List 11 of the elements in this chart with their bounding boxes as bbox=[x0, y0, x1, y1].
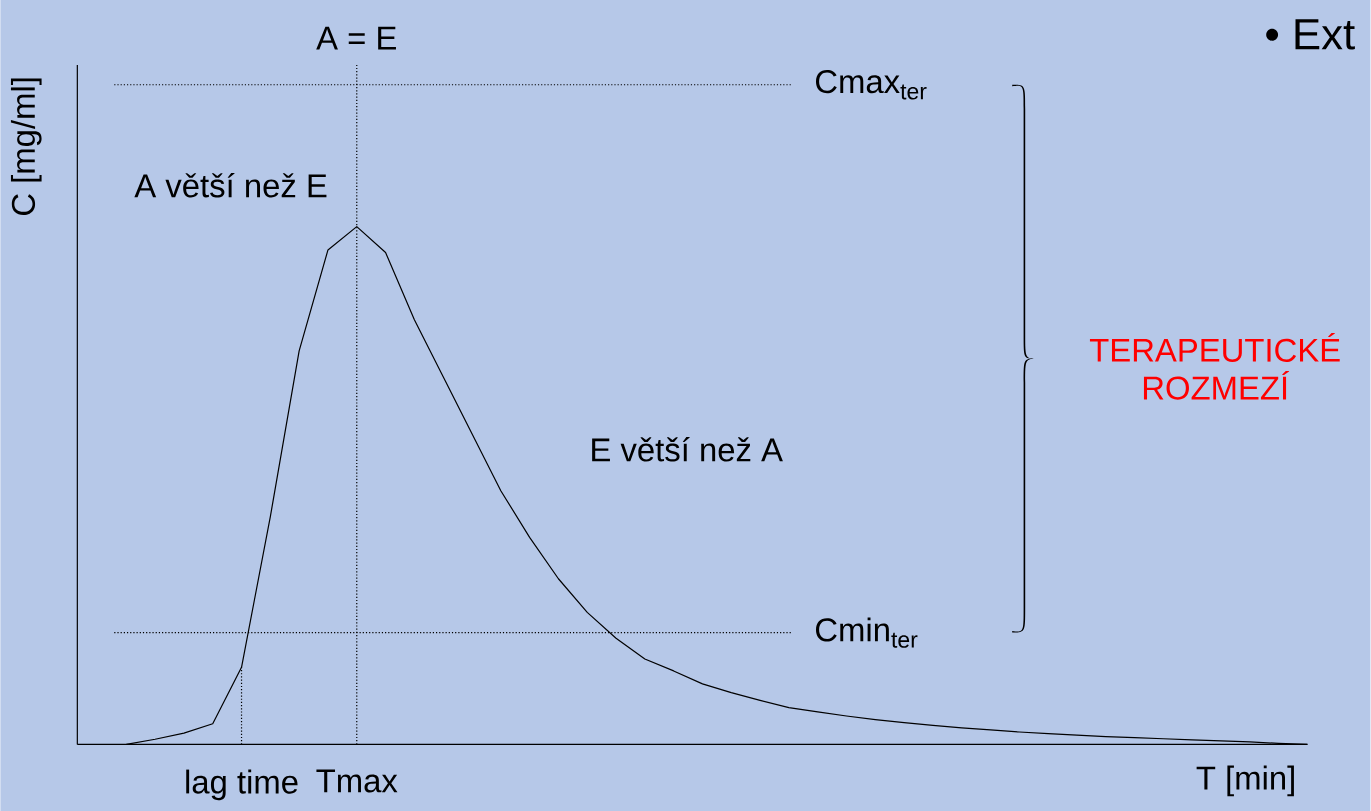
annotation: TERAPEUTICKÉ ROZMEZÍ bbox=[1089, 332, 1340, 400]
x-axis-title: T [min] bbox=[1196, 765, 1294, 797]
text: A větší než E bbox=[134, 172, 327, 198]
x-tick-label: Tmax bbox=[316, 769, 398, 793]
text: • Ext bbox=[1266, 18, 1355, 50]
ref-line-label: Cmax$_{ter}$ bbox=[816, 69, 927, 100]
annotation: E větší než A bbox=[592, 436, 783, 462]
ref-line-label: Cmin$_{ter}$ bbox=[816, 617, 918, 648]
x-tick-label: lag time bbox=[186, 769, 298, 801]
ref-line-label: A = E bbox=[316, 26, 396, 50]
y-axis-title: C [mg/ml] bbox=[10, 78, 42, 215]
